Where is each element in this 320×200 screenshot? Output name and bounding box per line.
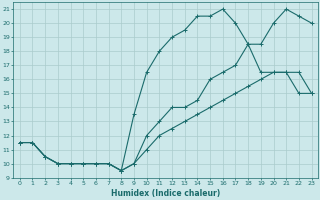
- X-axis label: Humidex (Indice chaleur): Humidex (Indice chaleur): [111, 189, 220, 198]
